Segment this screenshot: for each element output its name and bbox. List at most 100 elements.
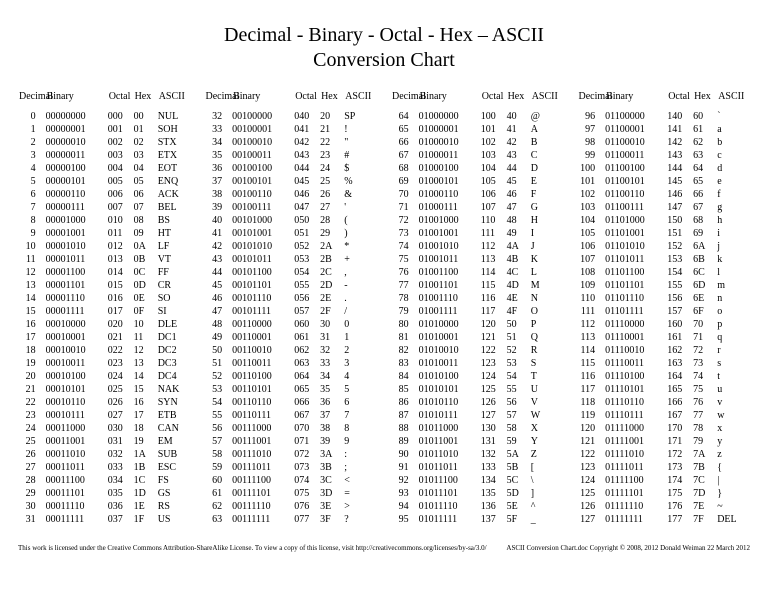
cell-hex: 3A (320, 448, 344, 461)
cell-hex: 24 (320, 162, 344, 175)
cell-binary: 00100101 (232, 175, 294, 188)
cell-ascii: 8 (344, 422, 377, 435)
cell-ascii: ENQ (158, 175, 191, 188)
table-row: 1150111001116373s (578, 357, 751, 370)
cell-ascii: . (344, 292, 377, 305)
cell-hex: 7F (693, 513, 717, 526)
cell-decimal: 15 (18, 305, 46, 318)
cell-hex: 2D (320, 279, 344, 292)
ascii-table: DecimalBinaryOctalHexASCII64010000001004… (391, 90, 564, 526)
table-row: 190001001102313DC3 (18, 357, 191, 370)
cell-octal: 034 (108, 474, 134, 487)
cell-hex: 64 (693, 162, 717, 175)
cell-ascii: < (344, 474, 377, 487)
cell-ascii: M (531, 279, 564, 292)
cell-hex: 5D (507, 487, 531, 500)
cell-binary: 01011100 (419, 474, 481, 487)
cell-binary: 00110001 (232, 331, 294, 344)
cell-octal: 065 (294, 383, 320, 396)
cell-decimal: 82 (391, 344, 419, 357)
cell-decimal: 8 (18, 214, 46, 227)
cell-octal: 062 (294, 344, 320, 357)
table-row: 720100100011048H (391, 214, 564, 227)
table-row: 60001111000743C< (205, 474, 378, 487)
table-row: 640100000010040@ (391, 110, 564, 123)
table-row: 122011110101727Az (578, 448, 751, 461)
cell-hex: 4E (507, 292, 531, 305)
cell-decimal: 39 (205, 201, 233, 214)
cell-binary: 01100100 (605, 162, 667, 175)
cell-decimal: 20 (18, 370, 46, 383)
cell-octal: 115 (481, 279, 507, 292)
cell-octal: 107 (481, 201, 507, 214)
cell-octal: 045 (294, 175, 320, 188)
cell-octal: 153 (667, 253, 693, 266)
cell-binary: 00100100 (232, 162, 294, 175)
cell-ascii: c (717, 149, 750, 162)
cell-decimal: 45 (205, 279, 233, 292)
cell-binary: 01010110 (419, 396, 481, 409)
cell-octal: 135 (481, 487, 507, 500)
cell-decimal: 26 (18, 448, 46, 461)
cell-binary: 01001001 (419, 227, 481, 240)
table-row: 800101000012050P (391, 318, 564, 331)
cell-decimal: 25 (18, 435, 46, 448)
col-header: Binary (46, 90, 108, 110)
cell-octal: 140 (667, 110, 693, 123)
cell-binary: 01010000 (419, 318, 481, 331)
cell-decimal: 28 (18, 474, 46, 487)
cell-binary: 00110011 (232, 357, 294, 370)
cell-hex: 36 (320, 396, 344, 409)
cell-hex: 32 (320, 344, 344, 357)
table-row: 76010011001144CL (391, 266, 564, 279)
cell-octal: 075 (294, 487, 320, 500)
cell-hex: 54 (507, 370, 531, 383)
cell-decimal: 73 (391, 227, 419, 240)
cell-octal: 103 (481, 149, 507, 162)
cell-decimal: 126 (578, 500, 606, 513)
cell-octal: 066 (294, 396, 320, 409)
cell-hex: 1E (134, 500, 158, 513)
table-row: 4800110000060300 (205, 318, 378, 331)
cell-ascii: p (717, 318, 750, 331)
table-row: 230001011102717ETB (18, 409, 191, 422)
cell-ascii: 6 (344, 396, 377, 409)
cell-hex: 60 (693, 110, 717, 123)
table-row: 180001001002212DC2 (18, 344, 191, 357)
cell-ascii: DC3 (158, 357, 191, 370)
cell-octal: 101 (481, 123, 507, 136)
cell-hex: 6F (693, 305, 717, 318)
cell-binary: 00111101 (232, 487, 294, 500)
cell-decimal: 74 (391, 240, 419, 253)
cell-octal: 050 (294, 214, 320, 227)
cell-decimal: 117 (578, 383, 606, 396)
cell-octal: 006 (108, 188, 134, 201)
cell-hex: 09 (134, 227, 158, 240)
cell-binary: 01101110 (605, 292, 667, 305)
table-row: 126011111101767E~ (578, 500, 751, 513)
cell-hex: 74 (693, 370, 717, 383)
cell-decimal: 40 (205, 214, 233, 227)
cell-octal: 133 (481, 461, 507, 474)
table-row: 29000111010351DGS (18, 487, 191, 500)
cell-binary: 01000100 (419, 162, 481, 175)
cell-hex: 39 (320, 435, 344, 448)
cell-decimal: 61 (205, 487, 233, 500)
cell-binary: 01001100 (419, 266, 481, 279)
table-row: 700100011010646F (391, 188, 564, 201)
cell-octal: 077 (294, 513, 320, 526)
cell-ascii: e (717, 175, 750, 188)
cell-octal: 136 (481, 500, 507, 513)
column-block: DecimalBinaryOctalHexASCII32001000000402… (205, 90, 378, 526)
cell-hex: 27 (320, 201, 344, 214)
cell-ascii: NAK (158, 383, 191, 396)
cell-ascii: * (344, 240, 377, 253)
cell-ascii: ^ (531, 500, 564, 513)
cell-binary: 00010011 (46, 357, 108, 370)
cell-ascii: % (344, 175, 377, 188)
cell-hex: 05 (134, 175, 158, 188)
cell-hex: 7C (693, 474, 717, 487)
table-row: 12000011000140CFF (18, 266, 191, 279)
cell-binary: 00100011 (232, 149, 294, 162)
cell-decimal: 19 (18, 357, 46, 370)
